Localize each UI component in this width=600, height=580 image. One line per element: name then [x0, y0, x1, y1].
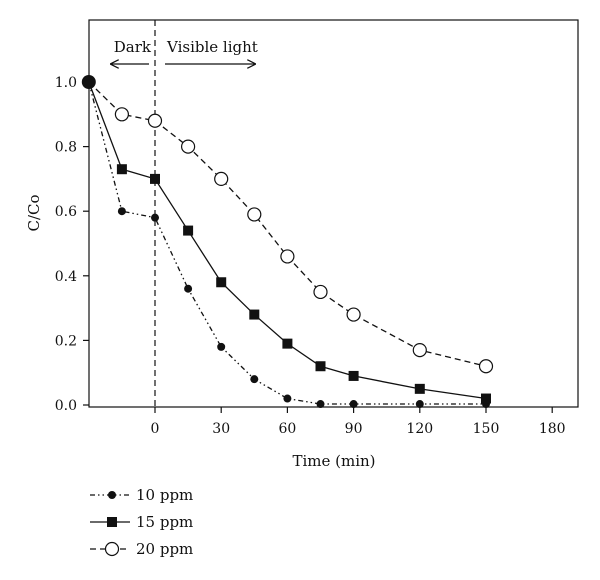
start-data-point [81, 75, 96, 89]
phase-annotations: Dark Visible light [111, 20, 258, 407]
x-tick-label: 90 [345, 421, 363, 437]
data-point [150, 173, 160, 184]
data-point [313, 284, 328, 300]
data-point [116, 164, 127, 175]
data-point [346, 307, 361, 322]
data-point [114, 107, 130, 122]
x-tick-label: 60 [278, 421, 296, 437]
legend-marker [104, 541, 120, 557]
data-point [184, 284, 193, 293]
legend-label: 15 ppm [136, 513, 193, 531]
data-point [216, 277, 227, 288]
y-tick-label: 0.4 [55, 269, 77, 285]
legend-marker [108, 491, 116, 499]
data-point [214, 171, 229, 186]
data-point [217, 342, 226, 351]
data-point [181, 139, 196, 154]
x-tick-label: 0 [151, 421, 160, 437]
data-point [412, 342, 427, 358]
data-point [349, 400, 358, 409]
y-tick-label: 0.8 [55, 140, 77, 156]
legend: 10 ppm 15 ppm 20 ppm [90, 486, 193, 558]
data-point [415, 400, 424, 409]
y-tick-label: 0.0 [55, 398, 77, 414]
series-line [88, 81, 487, 367]
x-tick-label: 180 [539, 421, 566, 437]
axes: 0 30 60 90 120 150 180 0.0 0.2 0.4 0.6 0.8 1.0 [55, 75, 566, 437]
series-2 [88, 81, 491, 404]
visible-light-label: Visible light [166, 38, 258, 56]
x-axis-label: Time (min) [292, 452, 375, 470]
data-point [147, 113, 163, 128]
data-point [316, 400, 325, 409]
data-point [283, 394, 292, 403]
legend-entry: 15 ppm [90, 513, 193, 531]
y-tick-label: 0.6 [55, 204, 77, 220]
y-tick-label: 1.0 [55, 75, 77, 91]
series-1 [88, 81, 490, 409]
data-point [280, 249, 295, 264]
legend-label: 10 ppm [136, 486, 193, 504]
dark-label: Dark [114, 38, 152, 56]
data-point [117, 207, 126, 216]
legend-entry: 10 ppm [90, 486, 193, 504]
x-tick-label: 120 [406, 421, 433, 437]
data-point [282, 338, 293, 349]
data-point [315, 361, 326, 372]
series-3 [88, 81, 494, 374]
y-axis-label: C/Co [25, 194, 43, 231]
data-point [249, 309, 260, 320]
y-tick-label: 0.2 [55, 333, 77, 349]
data-point [247, 207, 262, 222]
data-point [183, 225, 194, 236]
series-line [88, 81, 486, 405]
data-point [348, 370, 359, 381]
x-tick-label: 30 [212, 421, 230, 437]
plot-frame [88, 19, 579, 408]
data-point [151, 213, 159, 222]
data-point [250, 375, 259, 384]
data-point [478, 359, 494, 374]
data-point [481, 393, 491, 404]
legend-entry: 20 ppm [90, 540, 193, 558]
x-tick-label: 150 [473, 421, 500, 437]
data-point [414, 383, 425, 394]
legend-label: 20 ppm [136, 540, 193, 558]
series-layer [81, 75, 494, 409]
legend-marker [107, 517, 117, 527]
